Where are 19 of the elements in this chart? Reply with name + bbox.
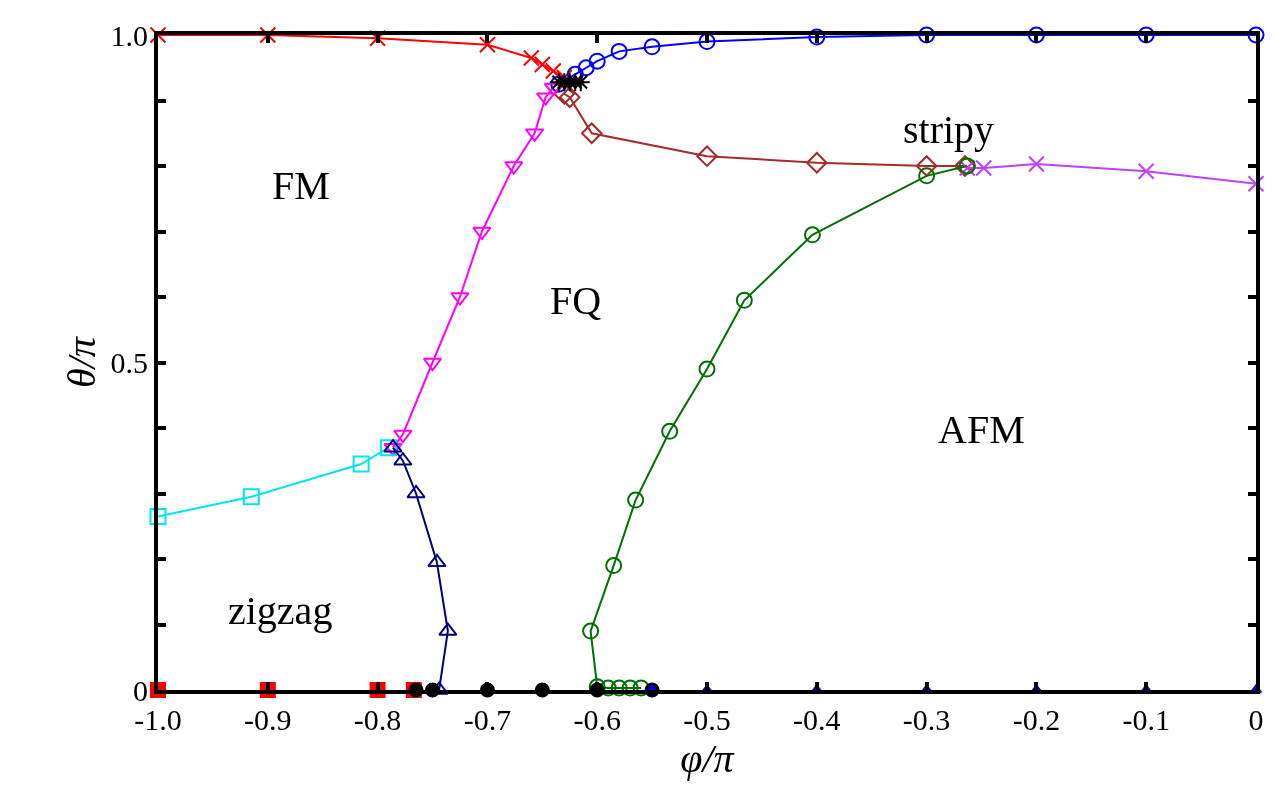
x-tick-label: -0.5: [683, 703, 731, 736]
x-tick-label: -0.7: [463, 703, 512, 736]
x-tick-label: -0.8: [353, 703, 402, 736]
annotation: AFM: [938, 407, 1025, 452]
y-tick-label: 0.5: [110, 346, 148, 379]
x-tick-label: -0.4: [793, 703, 841, 736]
annotation: FM: [272, 163, 330, 208]
x-tick-label: -0.9: [244, 703, 292, 736]
annotation: stripy: [903, 107, 995, 152]
annotation: zigzag: [228, 588, 333, 633]
y-tick-label: 1.0: [110, 18, 148, 52]
x-tick-label: 0: [1248, 703, 1264, 736]
y-axis-title: θ/π: [58, 336, 104, 388]
x-tick-label: -0.6: [573, 703, 621, 736]
x-tick-label: -0.3: [902, 703, 951, 736]
annotation: FQ: [550, 278, 602, 323]
x-tick-label: -0.2: [1012, 703, 1061, 736]
x-tick-label: -0.1: [1122, 703, 1170, 736]
x-axis-title: φ/π: [680, 736, 735, 781]
